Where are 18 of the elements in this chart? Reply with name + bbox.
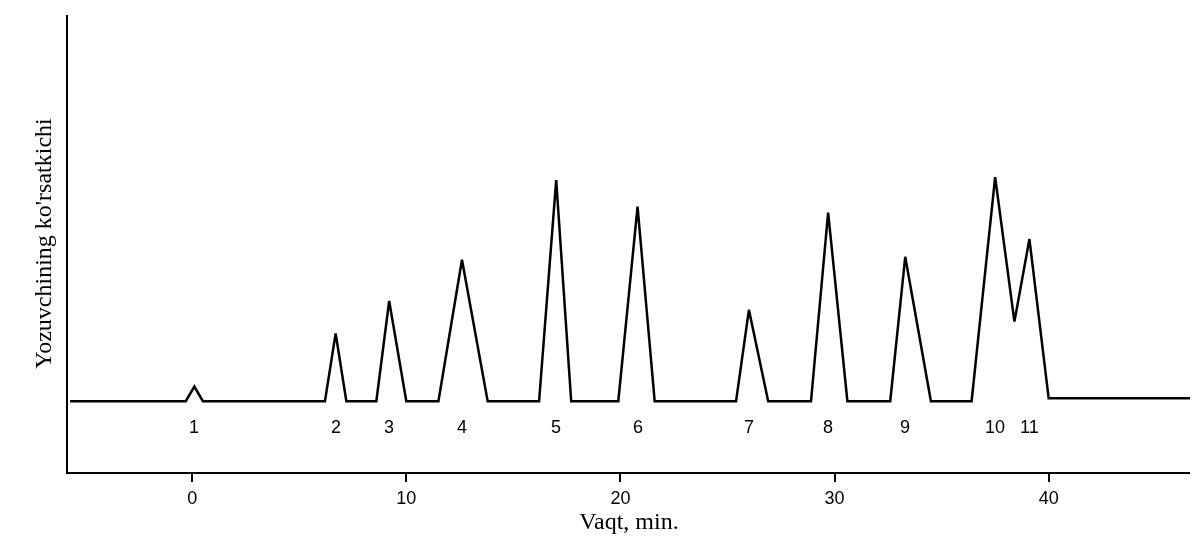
x-tick-label: 10: [396, 487, 417, 508]
annotation: 3: [384, 417, 395, 437]
annotation: 6: [633, 417, 644, 437]
y-axis-title: Yozuvchining ko'rsatkichi: [29, 117, 56, 369]
x-tick-label: 20: [610, 487, 631, 508]
annotation: 4: [457, 417, 468, 437]
annotation: 8: [823, 417, 834, 437]
annotation: 9: [900, 417, 911, 437]
annotation: 2: [331, 417, 342, 437]
annotation: 5: [551, 417, 562, 437]
x-axis-title: Vaqt, min.: [579, 508, 679, 535]
annotation: 7: [744, 417, 755, 437]
annotation: 1: [189, 417, 200, 437]
x-tick-label: 0: [187, 487, 198, 508]
x-tick-label: 30: [824, 487, 845, 508]
annotation: 10: [985, 417, 1006, 437]
x-tick-label: 40: [1038, 487, 1059, 508]
annotation: 11: [1020, 417, 1039, 437]
